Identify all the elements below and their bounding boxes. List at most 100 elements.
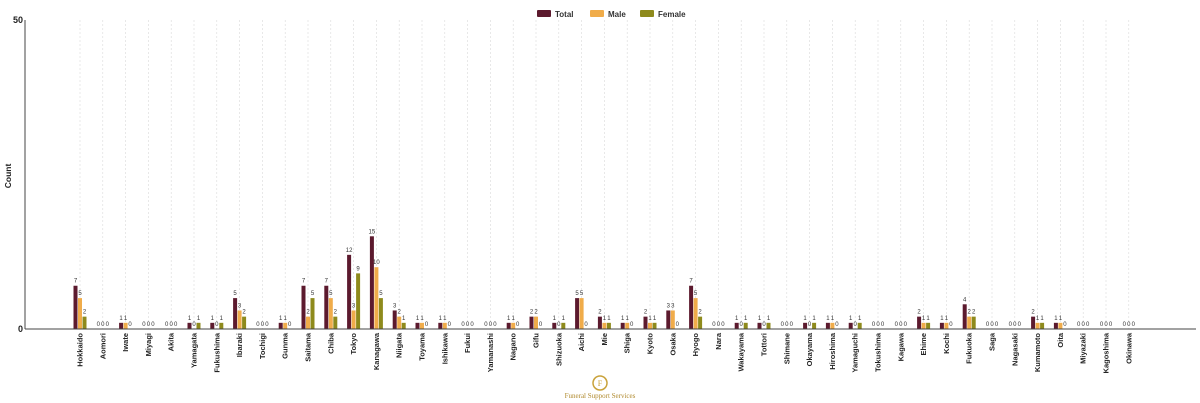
x-tick-label: Kumamoto (1033, 333, 1042, 373)
bar-total[interactable] (187, 322, 192, 329)
bar-total[interactable] (347, 254, 352, 329)
y-tick-label: 0 (18, 324, 23, 334)
bar-total[interactable] (1053, 322, 1058, 329)
bar-total[interactable] (438, 322, 443, 329)
bar-male[interactable] (306, 316, 310, 329)
bar-total[interactable] (324, 285, 329, 329)
bar-total[interactable] (689, 285, 694, 329)
x-tick-label: Osaka (668, 332, 677, 355)
bar-female[interactable] (242, 316, 247, 329)
bar-total[interactable] (233, 298, 238, 329)
bar-female[interactable] (812, 322, 817, 329)
data-label: 0 (1109, 322, 1113, 328)
bar-female[interactable] (743, 322, 748, 329)
bar-female[interactable] (219, 322, 224, 329)
bar-female[interactable] (606, 322, 611, 329)
bar-male[interactable] (420, 322, 424, 329)
bar-male[interactable] (397, 316, 402, 329)
legend-item-female[interactable]: Female (640, 10, 686, 19)
bar-total[interactable] (1031, 316, 1036, 329)
bar-total[interactable] (529, 316, 534, 329)
bar-total[interactable] (666, 310, 671, 329)
data-label: 0 (899, 322, 903, 328)
bar-male[interactable] (123, 322, 128, 329)
bar-male[interactable] (921, 322, 926, 329)
bar-total[interactable] (803, 322, 808, 329)
bar-female[interactable] (356, 273, 361, 329)
bar-male[interactable] (442, 322, 447, 329)
bar-total[interactable] (848, 322, 853, 329)
bar-total[interactable] (597, 316, 602, 329)
bar-male[interactable] (328, 298, 333, 329)
data-label: 9 (356, 266, 360, 272)
bar-male[interactable] (648, 322, 652, 329)
bar-female[interactable] (82, 316, 87, 329)
x-tick-label: Saitama (304, 332, 313, 362)
bar-female[interactable] (971, 316, 976, 329)
bar-total[interactable] (210, 322, 215, 329)
bar-total[interactable] (962, 304, 967, 329)
bar-total[interactable] (575, 298, 580, 329)
bar-female[interactable] (401, 322, 406, 329)
bar-male[interactable] (237, 310, 242, 329)
bar-total[interactable] (392, 310, 397, 329)
bar-male[interactable] (78, 298, 82, 329)
bar-total[interactable] (301, 285, 306, 329)
bar-male[interactable] (830, 322, 835, 329)
bar-total[interactable] (278, 322, 283, 329)
bar-male[interactable] (944, 322, 949, 329)
bar-female[interactable] (196, 322, 201, 329)
bar-female[interactable] (652, 322, 657, 329)
bar-total[interactable] (757, 322, 762, 329)
x-tick-label: Toyama (418, 332, 427, 361)
bar-female[interactable] (698, 316, 703, 329)
bar-female[interactable] (766, 322, 771, 329)
bar-female[interactable] (310, 298, 315, 329)
bar-female[interactable] (857, 322, 862, 329)
bar-female[interactable] (926, 322, 931, 329)
legend-item-total[interactable]: Total (537, 10, 574, 19)
bar-total[interactable] (734, 322, 739, 329)
bar-male[interactable] (534, 316, 538, 329)
bar-total[interactable] (369, 236, 374, 329)
bar-female[interactable] (333, 316, 338, 329)
data-label: 0 (721, 322, 725, 328)
data-label: 0 (781, 322, 785, 328)
bar-total[interactable] (643, 316, 648, 329)
data-label: 1 (439, 316, 443, 322)
data-label: 1 (188, 316, 192, 322)
bar-female[interactable] (1040, 322, 1045, 329)
bar-male[interactable] (579, 298, 584, 329)
bar-total[interactable] (917, 316, 922, 329)
bar-male[interactable] (625, 322, 630, 329)
bar-total[interactable] (825, 322, 830, 329)
bar-total[interactable] (506, 322, 511, 329)
data-label: 1 (279, 316, 283, 322)
bar-male[interactable] (1035, 322, 1040, 329)
bar-total[interactable] (620, 322, 625, 329)
bar-female[interactable] (561, 322, 566, 329)
bar-total[interactable] (119, 322, 124, 329)
bar-total[interactable] (73, 285, 78, 329)
bar-female[interactable] (378, 298, 383, 329)
bar-total[interactable] (415, 322, 420, 329)
data-label: 0 (986, 322, 990, 328)
bar-male[interactable] (602, 322, 607, 329)
bar-total[interactable] (552, 322, 557, 329)
bar-male[interactable] (374, 267, 379, 329)
y-tick-label: 50 (13, 15, 23, 25)
bar-male[interactable] (351, 310, 356, 329)
data-label: 3 (238, 303, 242, 309)
bar-male[interactable] (693, 298, 698, 329)
bar-male[interactable] (283, 322, 288, 329)
x-tick-label: Ehime (919, 333, 928, 356)
bar-total[interactable] (939, 322, 944, 329)
legend-item-male[interactable]: Male (590, 10, 626, 19)
x-tick-label: Ishikawa (440, 332, 449, 364)
bar-male[interactable] (511, 322, 516, 329)
data-label: 1 (607, 316, 611, 322)
bar-male[interactable] (670, 310, 675, 329)
bar-male[interactable] (1058, 322, 1063, 329)
data-label: 0 (1104, 322, 1108, 328)
bar-male[interactable] (967, 316, 972, 329)
